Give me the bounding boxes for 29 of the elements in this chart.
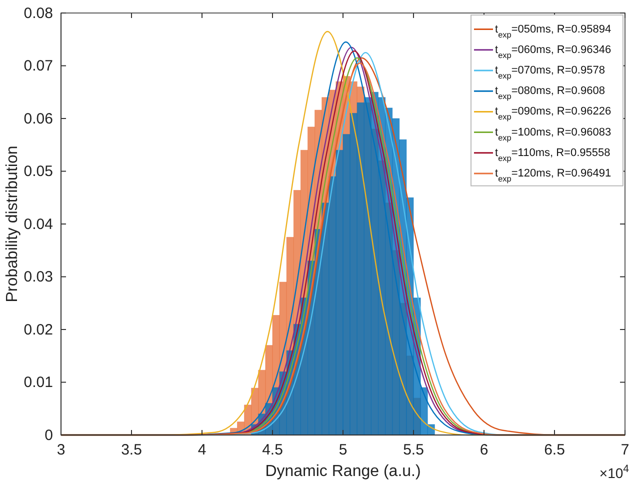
legend-label: t$_{exp}$=120ms, R=0.96491	[495, 168, 612, 183]
legend-label: t$_{exp}$=080ms, R=0.9608	[495, 85, 605, 101]
y-tick-label: 0.05	[24, 163, 53, 180]
y-tick-label: 0.03	[24, 268, 53, 286]
y-tick-label: 0.02	[24, 321, 53, 338]
x-tick-label: 5.5	[403, 442, 424, 459]
legend-label: t$_{exp}$=110ms, R=0.95558	[495, 146, 610, 162]
x-tick-label: 3.5	[121, 442, 142, 459]
y-tick-label: 0.06	[24, 110, 53, 128]
x-axis-title: Dynamic Range (a.u.)	[265, 463, 421, 480]
legend-label: t$_{exp}$=070ms, R=0.9578	[495, 64, 605, 80]
y-tick-label: 0	[44, 426, 53, 444]
x-tick-label: 3	[56, 442, 66, 459]
x-tick-label: 7	[620, 442, 630, 459]
legend-label: t$_{exp}$=060ms, R=0.96346	[495, 44, 612, 60]
y-tick-label: 0.08	[24, 4, 53, 22]
y-tick-label: 0.04	[24, 216, 53, 233]
x-tick-label: 4	[198, 442, 206, 459]
x-tick-label: 5	[338, 442, 348, 459]
y-tick-label: 0.01	[24, 374, 53, 392]
x-tick-label: 4.5	[262, 442, 283, 459]
legend-label: t$_{exp}$=100ms, R=0.96083	[495, 126, 612, 142]
x-tick-label: 6.5	[544, 442, 565, 459]
y-axis-title: Probability distribution	[4, 146, 21, 302]
legend-label: t$_{exp}$=050ms, R=0.95894	[495, 23, 612, 39]
x-tick-label: 6	[480, 442, 488, 459]
text: ×10$^{4}$	[599, 463, 630, 481]
legend-label: t$_{exp}$=090ms, R=0.96226	[495, 106, 612, 122]
y-tick-label: 0.07	[24, 58, 53, 75]
